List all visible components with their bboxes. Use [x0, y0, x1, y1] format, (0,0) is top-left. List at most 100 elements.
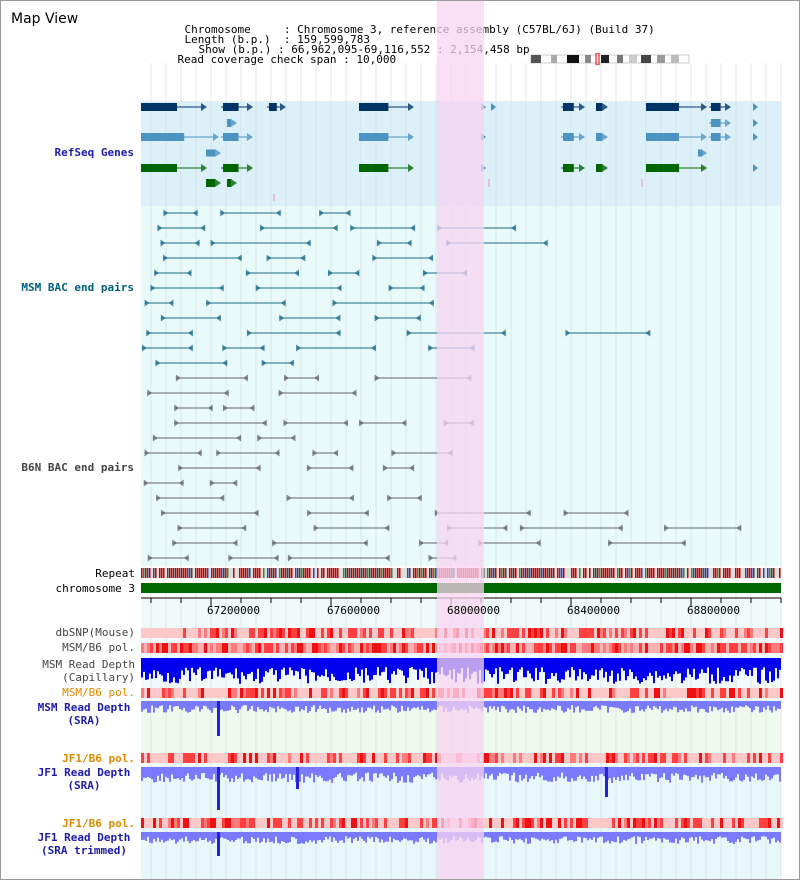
b6n-bac-end	[274, 449, 280, 457]
msm-pol-cell	[621, 643, 624, 653]
msm-pol2-cell	[225, 688, 228, 698]
jf1-depth-sra-bar	[593, 767, 595, 782]
gene-arrow	[725, 103, 731, 111]
msm-pol2-cell	[162, 688, 165, 698]
dbsnp-cell	[660, 628, 663, 638]
msm-depth-cap-bar	[237, 658, 239, 679]
jf1-depth-trim-bar	[285, 832, 287, 844]
b6n-bac-end	[535, 539, 541, 547]
dbsnp-cell	[708, 628, 711, 638]
jf1-depth-sra-bar-spike	[605, 767, 608, 797]
repeat-element	[355, 568, 357, 578]
jf1-depth-sra-bar	[191, 767, 193, 781]
msm-pol-cell	[186, 643, 189, 653]
jf1-depth-sra-bar	[711, 767, 713, 776]
msm-depth-cap-bar	[159, 658, 161, 675]
msm-depth-cap-bar	[209, 658, 211, 671]
dbsnp-cell	[156, 628, 159, 638]
msm-depth-sra-bar	[191, 701, 193, 710]
dbsnp-cell	[729, 628, 732, 638]
msm-pol-cell	[261, 643, 264, 653]
msm-depth-cap-bar	[753, 658, 755, 668]
jf1-depth-trim-bar	[501, 832, 503, 837]
repeat-element	[145, 568, 147, 578]
jf1-depth-sra-bar	[701, 767, 703, 783]
msm-bac-end	[645, 329, 651, 337]
jf1-depth-trim-bar	[771, 832, 773, 839]
jf1-depth-trim-bar	[151, 832, 153, 844]
dbsnp-cell	[234, 628, 237, 638]
msm-pol2-cell	[246, 688, 249, 698]
msm-depth-cap-bar	[661, 658, 663, 681]
jf1-depth-sra-bar	[579, 767, 581, 776]
repeat-element	[629, 568, 631, 578]
dbsnp-cell	[300, 628, 303, 638]
gene-exon	[698, 149, 702, 157]
msm-depth-sra-bar	[607, 701, 609, 713]
msm-depth-sra-bar	[205, 701, 207, 707]
msm-pol-cell	[717, 643, 720, 653]
jf1-pol2-cell	[222, 818, 225, 828]
msm-pol-cell	[345, 643, 348, 653]
chromosome-label: Chromosome	[184, 23, 251, 36]
jf1-depth-sra-bar	[743, 767, 745, 780]
msm-depth-sra-bar	[177, 701, 179, 707]
msm-depth-sra-bar	[691, 701, 693, 706]
dbsnp-cell	[714, 628, 717, 638]
jf1-depth-trim-bar	[551, 832, 553, 841]
jf1-depth-sra-bar	[485, 767, 487, 774]
jf1-depth-trim-bar	[323, 832, 325, 841]
msm-pol2-cell	[333, 688, 336, 698]
msm-depth-sra-bar	[413, 701, 415, 708]
msm-pol-cell	[720, 643, 723, 653]
msm-pol-cell	[687, 643, 690, 653]
msm-pol2-cell	[624, 688, 627, 698]
jf1-depth-trim-bar	[773, 832, 775, 838]
jf1-depth-trim-bar	[253, 832, 255, 839]
jf1-depth-trim-bar	[141, 832, 143, 841]
msm-bac-end	[500, 329, 506, 337]
msm-depth-cap-bar	[511, 658, 513, 668]
repeat-element	[505, 568, 507, 578]
jf1-depth-sra-bar	[645, 767, 647, 775]
jf1-pol2-cell	[510, 818, 513, 828]
msm-depth-sra-bar	[203, 701, 205, 706]
jf1-depth-trim-bar	[373, 832, 375, 842]
jf1-depth-trim-bar	[615, 832, 617, 843]
b6n-bac-end	[286, 494, 292, 502]
dbsnp-cell	[633, 628, 636, 638]
msm-depth-cap-bar	[749, 658, 751, 671]
repeat-element	[159, 568, 161, 578]
b6n-bac-end	[257, 434, 263, 442]
msm-depth-sra-bar	[165, 701, 167, 713]
jf1-depth-trim-bar	[529, 832, 531, 844]
msm-depth-sra-bar	[521, 701, 523, 711]
axis-tick-label: 67600000	[327, 604, 380, 617]
b6n-bac-end	[680, 539, 686, 547]
jf1-pol-cell	[666, 753, 669, 763]
jf1-depth-trim-bar	[573, 832, 575, 842]
msm-depth-cap-bar	[763, 658, 765, 668]
repeat-element	[757, 568, 759, 578]
repeat-element	[735, 568, 737, 578]
msm-depth-cap-bar	[493, 658, 495, 675]
msm-pol-cell	[369, 643, 372, 653]
jf1-depth-sra-bar	[433, 767, 435, 778]
msm-depth-sra-bar	[601, 701, 603, 706]
repeat-element	[175, 568, 177, 578]
msm-pol2-cell	[609, 688, 612, 698]
gene-arrow	[725, 133, 731, 141]
jf1-pol-cell	[207, 753, 210, 763]
msm-depth-sra-bar	[655, 701, 657, 708]
chromosome-ideogram[interactable]	[529, 53, 693, 65]
msm-depth-cap-bar	[729, 658, 731, 676]
jf1-depth-sra-bar	[727, 767, 729, 780]
track-label-b6n-bac[interactable]: B6N BAC end pairs	[21, 461, 134, 474]
track-label-refseq[interactable]: RefSeq Genes	[54, 146, 134, 159]
jf1-pol2-cell	[612, 818, 615, 828]
gene-arrow	[247, 103, 253, 111]
track-label-msm-bac[interactable]: MSM BAC end pairs	[21, 281, 134, 294]
jf1-depth-sra-bar	[581, 767, 583, 780]
jf1-depth-trim-bar	[575, 832, 577, 842]
